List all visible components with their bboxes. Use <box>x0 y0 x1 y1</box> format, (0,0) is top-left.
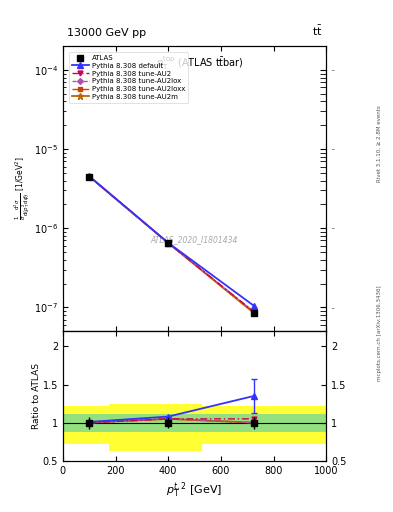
Bar <box>63 414 109 432</box>
Text: ATLAS_2020_I1801434: ATLAS_2020_I1801434 <box>151 236 238 244</box>
Bar <box>109 403 202 451</box>
Y-axis label: $\frac{1}{\sigma}\frac{\mathrm{d}^2\sigma}{\mathrm{d}(p_{\mathrm{T}}^2\,\mathrm{: $\frac{1}{\sigma}\frac{\mathrm{d}^2\sigm… <box>13 157 33 221</box>
Text: $\mathrm{t\bar{t}}$: $\mathrm{t\bar{t}}$ <box>312 24 322 38</box>
Text: $p_{\mathrm{T}}^{\mathrm{top}}$ (ATLAS t$\bar{\mathrm{t}}$bar): $p_{\mathrm{T}}^{\mathrm{top}}$ (ATLAS t… <box>156 55 244 73</box>
Text: 13000 GeV pp: 13000 GeV pp <box>67 28 146 38</box>
Bar <box>202 406 326 444</box>
X-axis label: $p_{\mathrm{T}}^{t,2}$ [GeV]: $p_{\mathrm{T}}^{t,2}$ [GeV] <box>166 481 223 501</box>
Text: mcplots.cern.ch [arXiv:1306.3436]: mcplots.cern.ch [arXiv:1306.3436] <box>377 285 382 380</box>
Bar <box>202 414 326 432</box>
Legend: ATLAS, Pythia 8.308 default, Pythia 8.308 tune-AU2, Pythia 8.308 tune-AU2lox, Py: ATLAS, Pythia 8.308 default, Pythia 8.30… <box>69 52 188 102</box>
Y-axis label: Ratio to ATLAS: Ratio to ATLAS <box>32 363 41 429</box>
Bar <box>109 414 202 432</box>
Text: Rivet 3.1.10, ≥ 2.8M events: Rivet 3.1.10, ≥ 2.8M events <box>377 105 382 182</box>
Bar <box>63 406 109 444</box>
